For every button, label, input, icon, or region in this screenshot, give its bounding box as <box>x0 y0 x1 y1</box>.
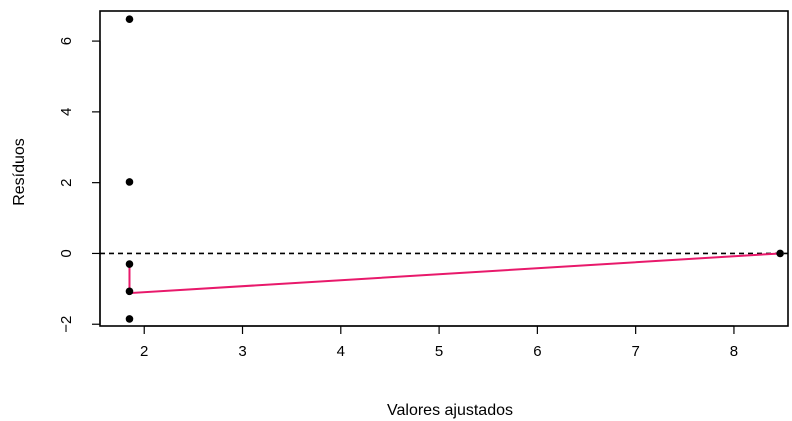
x-tick-label-8: 8 <box>730 343 738 360</box>
plot-frame <box>99 10 789 327</box>
data-point-2 <box>125 178 134 186</box>
x-tick-label-4: 4 <box>337 343 345 360</box>
plot-area <box>99 10 789 327</box>
y-tick-label-0: 0 <box>58 249 75 257</box>
x-tick-label-3: 3 <box>238 343 246 360</box>
x-tick-label-7: 7 <box>631 343 639 360</box>
x-axis: 2 3 4 5 6 7 8 <box>140 325 738 360</box>
y-tick-label--2: −2 <box>58 316 75 333</box>
x-axis-label: Valores ajustados <box>387 402 513 419</box>
data-point-6 <box>776 249 784 258</box>
data-point-3 <box>125 260 134 268</box>
x-tick-label-5: 5 <box>435 343 443 360</box>
y-tick-label-6: 6 <box>58 37 75 45</box>
x-tick-label-2: 2 <box>140 343 148 360</box>
smooth-line <box>128 252 781 295</box>
data-point-5 <box>125 315 134 323</box>
y-tick-label-2: 2 <box>58 178 75 186</box>
y-axis: −2 0 2 4 6 <box>58 37 101 333</box>
data-point-4 <box>125 287 134 296</box>
y-axis-label: Resíduos <box>11 138 28 206</box>
x-tick-label-6: 6 <box>533 343 541 360</box>
data-point-1 <box>125 15 134 23</box>
y-tick-label-4: 4 <box>58 108 75 116</box>
